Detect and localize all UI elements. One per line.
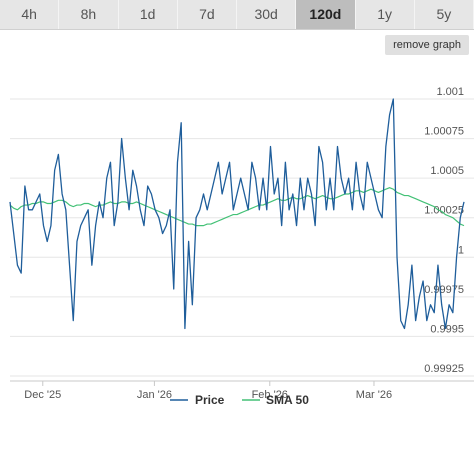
tab-5y[interactable]: 5y <box>415 0 474 29</box>
y-tick-label: 1.00025 <box>424 205 464 217</box>
legend-label-sma-50: SMA 50 <box>266 393 309 407</box>
y-tick-label: 0.9995 <box>430 323 464 335</box>
y-tick-label: 1.0005 <box>430 165 464 177</box>
y-tick-label: 0.99975 <box>424 284 464 296</box>
tab-1d[interactable]: 1d <box>119 0 178 29</box>
legend-label-price: Price <box>195 393 225 407</box>
y-tick-label: 0.99925 <box>424 363 464 375</box>
x-tick-label: Mar '26 <box>356 389 392 401</box>
x-axis: Dec '25 Jan '26 Feb '26 Mar '26 <box>10 380 474 401</box>
x-tick-label: Jan '26 <box>137 389 172 401</box>
legend-item-price[interactable]: Price <box>170 393 225 407</box>
y-tick-label: 1.00075 <box>424 126 464 138</box>
price-chart: 1.001 1.00075 1.0005 1.00025 1 0.99975 0.9995 0… <box>9 86 474 407</box>
legend-item-sma-50[interactable]: SMA 50 <box>242 393 309 407</box>
tab-120d[interactable]: 120d <box>296 0 356 29</box>
tab-1y[interactable]: 1y <box>356 0 415 29</box>
tab-8h[interactable]: 8h <box>59 0 119 29</box>
grid-lines <box>10 98 474 377</box>
x-tick-label: Feb '26 <box>252 389 288 401</box>
y-tick-label: 1.001 <box>436 86 464 98</box>
legend: Price SMA 50 <box>170 393 309 407</box>
remove-graph-button[interactable]: remove graph <box>385 35 469 55</box>
y-tick-label: 1 <box>458 244 464 256</box>
series-line-sma-50 <box>9 187 465 227</box>
x-tick-label: Dec '25 <box>24 389 61 401</box>
timeframe-tabs: 4h 8h 1d 7d 30d 120d 1y 5y <box>0 0 474 30</box>
y-axis-labels: 1.001 1.00075 1.0005 1.00025 1 0.99975 0.9995 0… <box>424 86 464 375</box>
tab-7d[interactable]: 7d <box>178 0 237 29</box>
tab-30d[interactable]: 30d <box>237 0 297 29</box>
tab-4h[interactable]: 4h <box>0 0 60 29</box>
series-lines <box>9 98 465 330</box>
series-line-price <box>9 98 465 330</box>
